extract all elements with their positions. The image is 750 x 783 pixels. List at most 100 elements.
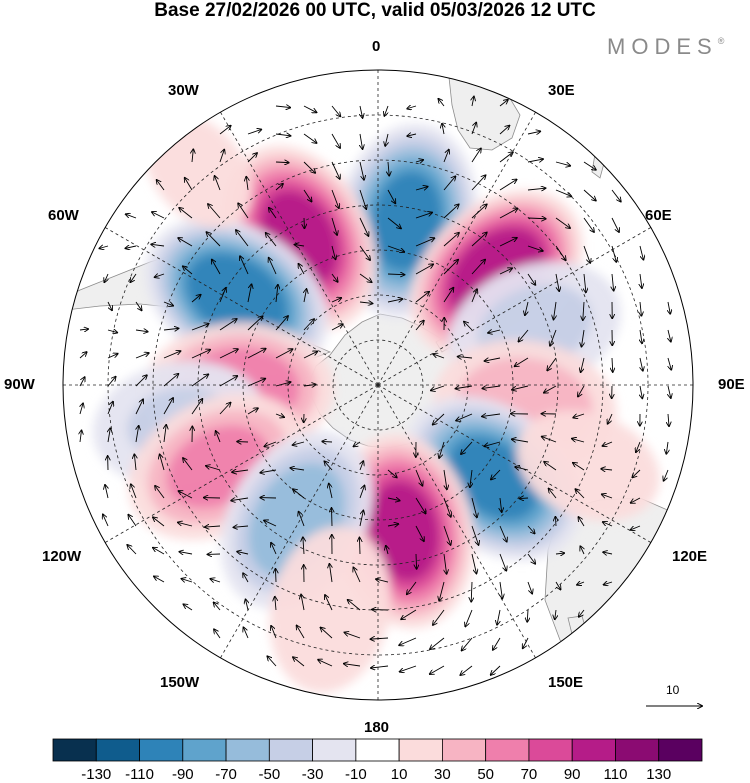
wind-arrow bbox=[183, 604, 193, 611]
wind-arrow bbox=[126, 214, 137, 219]
wind-arrow bbox=[401, 609, 417, 619]
wind-arrow bbox=[527, 273, 535, 285]
meridian-line bbox=[377, 112, 536, 386]
wind-arrow bbox=[512, 385, 529, 390]
wind-arrow bbox=[275, 414, 284, 417]
colorbar-swatch bbox=[658, 738, 703, 762]
wind-arrow bbox=[231, 498, 249, 501]
wind-arrow bbox=[471, 581, 472, 602]
wind-arrow bbox=[491, 469, 501, 480]
wind-arrow bbox=[578, 517, 585, 527]
wind-arrow bbox=[247, 408, 258, 415]
wind-arrow bbox=[520, 498, 529, 499]
wind-arrow bbox=[246, 599, 248, 611]
wind-arrow bbox=[500, 581, 502, 598]
wind-arrow bbox=[572, 439, 585, 442]
lon-label-60w: 60W bbox=[48, 207, 79, 224]
wind-arrow bbox=[163, 351, 180, 359]
wind-arrow bbox=[163, 302, 173, 306]
wind-arrow bbox=[178, 522, 193, 527]
wind-arrow bbox=[668, 357, 671, 370]
wind-arrow bbox=[331, 105, 340, 116]
wind-arrow bbox=[554, 301, 556, 319]
wind-arrow bbox=[666, 441, 668, 454]
wind-arrow bbox=[527, 159, 543, 162]
wind-arrow bbox=[555, 553, 564, 554]
wind-arrow bbox=[527, 525, 535, 534]
wind-arrow bbox=[301, 595, 304, 611]
wind-arrow bbox=[247, 153, 257, 163]
wind-arrow bbox=[134, 454, 136, 471]
wind-arrow bbox=[416, 553, 417, 569]
wind-arrow bbox=[387, 189, 395, 203]
wind-arrow bbox=[293, 657, 305, 667]
wind-arrow bbox=[191, 350, 210, 359]
colorbar-label: 110 bbox=[603, 766, 628, 783]
wind-arrow bbox=[275, 162, 289, 163]
wind-arrow bbox=[275, 106, 290, 108]
wind-arrow bbox=[183, 458, 193, 471]
wind-arrow bbox=[611, 245, 616, 262]
wind-arrow bbox=[359, 273, 372, 282]
wind-arrow bbox=[387, 245, 404, 252]
wind-arrow bbox=[443, 150, 449, 163]
wind-arrow bbox=[443, 176, 455, 191]
wind-arrow bbox=[275, 134, 291, 136]
wind-arrow bbox=[105, 485, 108, 499]
wind-arrow bbox=[276, 285, 278, 303]
wind-arrow bbox=[497, 609, 500, 625]
brand-name: MODES bbox=[607, 34, 718, 59]
wind-arrow bbox=[298, 264, 305, 275]
wind-arrow bbox=[438, 99, 445, 107]
wind-arrow bbox=[603, 552, 613, 554]
wind-arrow bbox=[79, 352, 87, 359]
wind-arrow bbox=[430, 637, 445, 649]
wind-arrow bbox=[79, 377, 85, 387]
wind-arrow bbox=[387, 274, 404, 275]
wind-arrow bbox=[527, 245, 543, 251]
wind-arrow bbox=[219, 349, 238, 359]
wind-arrow bbox=[359, 538, 360, 555]
wind-arrow bbox=[135, 301, 142, 310]
wind-arrow bbox=[157, 180, 165, 191]
wind-arrow bbox=[80, 403, 83, 415]
wind-arrow bbox=[125, 246, 137, 248]
wind-arrow bbox=[135, 353, 149, 359]
wind-arrow bbox=[527, 131, 540, 134]
wind-arrow bbox=[275, 597, 276, 611]
wind-arrow bbox=[275, 349, 292, 359]
wind-arrow bbox=[331, 273, 338, 282]
wind-arrow bbox=[331, 161, 340, 179]
wind-arrow bbox=[550, 329, 557, 346]
wind-arrow bbox=[237, 552, 249, 554]
wind-arrow bbox=[219, 319, 237, 331]
wind-arrow bbox=[384, 105, 388, 116]
wind-arrow bbox=[639, 245, 643, 260]
wind-arrow bbox=[233, 526, 249, 527]
colorbar-label: 10 bbox=[390, 766, 408, 783]
wind-arrow bbox=[219, 403, 231, 415]
wind-arrow bbox=[216, 431, 221, 443]
wind-arrow bbox=[400, 665, 417, 672]
wind-arrow bbox=[318, 660, 333, 667]
colorbar bbox=[52, 738, 703, 762]
lon-label-120e: 120E bbox=[672, 548, 708, 565]
wind-arrow bbox=[275, 382, 291, 387]
wind-arrow bbox=[485, 358, 501, 361]
wind-arrow bbox=[247, 349, 266, 359]
colorbar-label: -90 bbox=[171, 766, 194, 783]
wind-arrow bbox=[264, 441, 277, 446]
lon-label-150w: 150W bbox=[160, 674, 200, 691]
meridian-line bbox=[220, 384, 379, 658]
wind-arrow bbox=[458, 357, 473, 358]
wind-arrow bbox=[387, 299, 402, 302]
wind-arrow bbox=[602, 494, 613, 499]
wind-arrow bbox=[499, 268, 512, 275]
colorbar-swatch bbox=[52, 738, 97, 762]
wind-arrow bbox=[407, 581, 417, 594]
lon-label-60e: 60E bbox=[645, 207, 672, 224]
wind-arrow bbox=[275, 316, 288, 331]
colorbar-label: -50 bbox=[258, 766, 281, 783]
wind-arrow bbox=[210, 579, 221, 582]
wind-arrow bbox=[443, 233, 459, 247]
